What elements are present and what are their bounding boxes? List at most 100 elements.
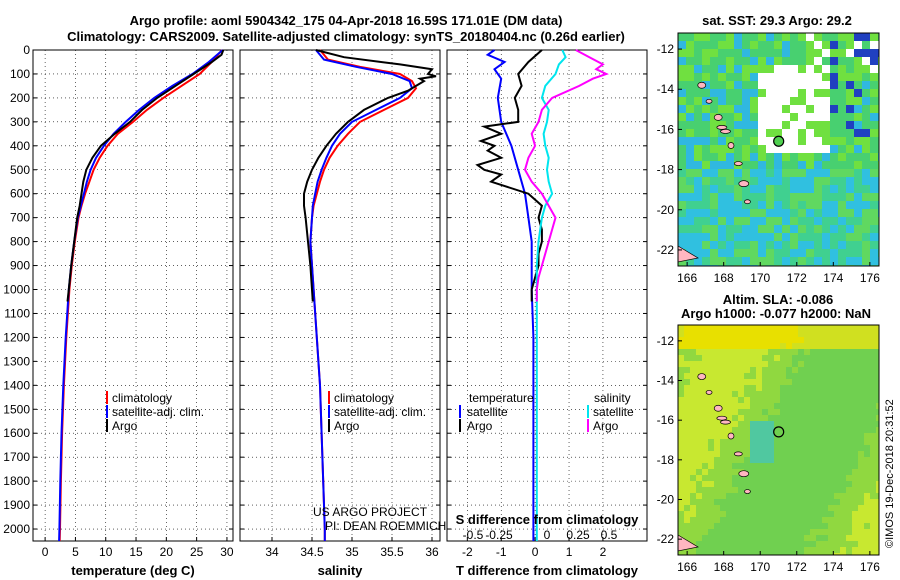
map-cell bbox=[782, 233, 790, 241]
map-cell bbox=[714, 331, 720, 337]
map-cell bbox=[786, 397, 792, 403]
map-cell bbox=[750, 535, 756, 541]
map-cell bbox=[708, 505, 714, 511]
map-cell bbox=[870, 433, 876, 439]
map-cell bbox=[854, 161, 862, 169]
map-cell bbox=[852, 331, 858, 337]
map-cell bbox=[804, 349, 810, 355]
map-cell bbox=[876, 367, 879, 373]
map-cell bbox=[870, 487, 876, 493]
map-cell bbox=[744, 553, 750, 555]
map-cell bbox=[742, 241, 750, 249]
map-cell bbox=[720, 451, 726, 457]
lon-tick-label: 172 bbox=[787, 560, 807, 574]
map-cell bbox=[834, 487, 840, 493]
lat-tick-label: -18 bbox=[657, 163, 675, 177]
map-cell bbox=[756, 511, 762, 517]
map-cell bbox=[852, 379, 858, 385]
map-cell bbox=[798, 523, 804, 529]
map-cell bbox=[798, 409, 804, 415]
map-cell bbox=[846, 511, 852, 517]
map-cell bbox=[806, 105, 814, 113]
map-cell bbox=[758, 65, 766, 73]
map-cell bbox=[786, 463, 792, 469]
map-cell bbox=[768, 337, 774, 343]
map-cell bbox=[720, 493, 726, 499]
depth-tick-label: 1200 bbox=[3, 330, 30, 344]
map-cell bbox=[756, 415, 762, 421]
map-cell bbox=[876, 457, 879, 463]
map-cell bbox=[870, 337, 876, 343]
map-cell bbox=[758, 209, 766, 217]
map-cell bbox=[738, 511, 744, 517]
map-cell bbox=[786, 439, 792, 445]
map-cell bbox=[750, 225, 758, 233]
map-cell bbox=[830, 129, 838, 137]
map-cell bbox=[708, 385, 714, 391]
map-cell bbox=[750, 427, 756, 433]
map-cell bbox=[758, 129, 766, 137]
map-cell bbox=[834, 415, 840, 421]
map-cell bbox=[828, 391, 834, 397]
map-cell bbox=[678, 241, 686, 249]
map-cell bbox=[834, 385, 840, 391]
map-cell bbox=[702, 121, 710, 129]
map-cell bbox=[768, 469, 774, 475]
map-cell bbox=[690, 433, 696, 439]
map-cell bbox=[834, 403, 840, 409]
map-cell bbox=[828, 439, 834, 445]
map-cell bbox=[798, 161, 806, 169]
map-cell bbox=[710, 73, 718, 81]
map-cell bbox=[720, 553, 726, 555]
map-cell bbox=[774, 105, 782, 113]
map-cell bbox=[828, 547, 834, 553]
map-cell bbox=[822, 511, 828, 517]
map-cell bbox=[798, 73, 806, 81]
map-cell bbox=[876, 385, 879, 391]
map-cell bbox=[852, 481, 858, 487]
map-cell bbox=[782, 257, 790, 265]
map-cell bbox=[702, 57, 710, 65]
map-cell bbox=[696, 547, 702, 553]
map-cell bbox=[726, 439, 732, 445]
map-cell bbox=[810, 499, 816, 505]
lon-tick-label: 174 bbox=[823, 271, 843, 285]
map-cell bbox=[726, 343, 732, 349]
map-cell bbox=[702, 475, 708, 481]
map-cell bbox=[792, 391, 798, 397]
map-cell bbox=[810, 517, 816, 523]
map-cell bbox=[870, 97, 878, 105]
map-cell bbox=[798, 475, 804, 481]
map-cell bbox=[870, 209, 878, 217]
map-cell bbox=[726, 73, 734, 81]
map-cell bbox=[750, 409, 756, 415]
map-cell bbox=[678, 421, 684, 427]
map-cell bbox=[694, 233, 702, 241]
map-cell bbox=[744, 451, 750, 457]
map-cell bbox=[750, 241, 758, 249]
map-cell bbox=[854, 249, 862, 257]
map-cell bbox=[756, 553, 762, 555]
map-cell bbox=[774, 73, 782, 81]
map-cell bbox=[720, 409, 726, 415]
map-cell bbox=[854, 185, 862, 193]
map-cell bbox=[732, 355, 738, 361]
map-cell bbox=[864, 403, 870, 409]
map-cell bbox=[708, 529, 714, 535]
depth-tick-label: 200 bbox=[10, 91, 30, 105]
lat-tick-label: -16 bbox=[657, 122, 675, 136]
s-difference-label: S difference from climatology bbox=[456, 512, 640, 527]
map-cell bbox=[810, 421, 816, 427]
map-cell bbox=[750, 469, 756, 475]
map-cell bbox=[710, 145, 718, 153]
lat-tick-label: -20 bbox=[657, 492, 675, 506]
legend-climatology: climatology bbox=[112, 391, 172, 405]
map-cell bbox=[798, 89, 806, 97]
map-cell bbox=[870, 145, 878, 153]
map-cell bbox=[798, 541, 804, 547]
map-cell bbox=[768, 367, 774, 373]
map-cell bbox=[742, 217, 750, 225]
map-cell bbox=[828, 415, 834, 421]
map-cell bbox=[766, 241, 774, 249]
map-cell bbox=[828, 475, 834, 481]
